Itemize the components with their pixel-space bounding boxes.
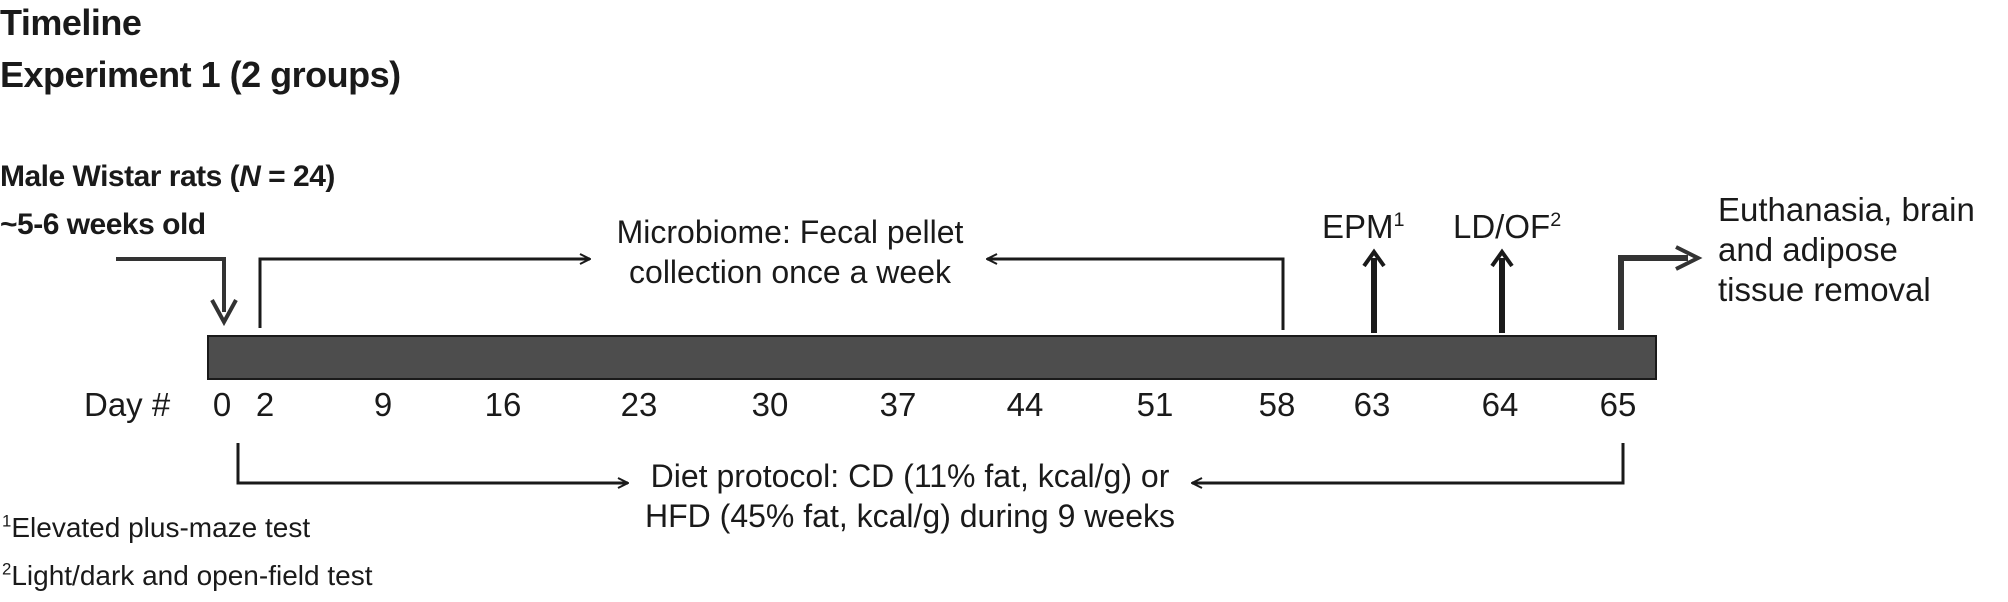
footnote-1-text: Elevated plus-maze test <box>11 512 311 543</box>
diet-line-2: HFD (45% fat, kcal/g) during 9 weeks <box>645 498 1175 534</box>
ldof-ref: 2 <box>1550 209 1562 231</box>
day-tick: 0 <box>212 386 232 423</box>
euthanasia-arrow <box>1618 245 1703 330</box>
footnote-2-text: Light/dark and open-field test <box>11 560 373 591</box>
footnote-2-ref: 2 <box>2 559 12 579</box>
day-tick: 44 <box>1006 386 1044 423</box>
euthanasia-line-1: Euthanasia, brain <box>1718 191 1975 228</box>
subjects-n-symbol: N <box>239 160 261 193</box>
epm-ref: 1 <box>1393 209 1405 231</box>
microbiome-right-arrow <box>987 259 1285 330</box>
epm-arrow <box>1362 248 1386 333</box>
axis-label: Day # <box>84 386 171 423</box>
diet-line-1: Diet protocol: CD (11% fat, kcal/g) or <box>650 458 1170 494</box>
footnote-1-ref: 1 <box>2 511 12 531</box>
euthanasia-note: Euthanasia, brain and adipose tissue rem… <box>1718 190 1975 310</box>
subjects-line-2: ~5-6 weeks old <box>0 208 206 241</box>
day-tick: 16 <box>484 386 522 423</box>
microbiome-line-1: Microbiome: Fecal pellet <box>616 214 964 250</box>
microbiome-note: Microbiome: Fecal pellet collection once… <box>580 212 1000 292</box>
diet-note: Diet protocol: CD (11% fat, kcal/g) or H… <box>620 456 1200 536</box>
day-tick: 63 <box>1353 386 1391 423</box>
diet-left-arrow <box>236 443 628 483</box>
entry-arrow <box>116 257 238 327</box>
diet-right-arrow <box>1192 443 1625 483</box>
ldof-label: LD/OF2 <box>1453 208 1561 246</box>
day-tick: 30 <box>751 386 789 423</box>
subjects-suffix: = 24) <box>260 160 335 193</box>
day-tick: 9 <box>373 386 393 423</box>
timeline-bar <box>207 335 1657 380</box>
diagram-subtitle: Experiment 1 (2 groups) <box>0 54 401 95</box>
subjects-line-1: Male Wistar rats (N = 24) <box>0 160 335 194</box>
day-tick: 2 <box>255 386 275 423</box>
epm-text: EPM <box>1322 208 1394 245</box>
day-tick: 58 <box>1258 386 1296 423</box>
footnote-2: 2Light/dark and open-field test <box>2 560 372 592</box>
subjects-prefix: Male Wistar rats ( <box>0 160 240 193</box>
day-tick: 65 <box>1599 386 1637 423</box>
day-tick: 23 <box>620 386 658 423</box>
microbiome-line-2: collection once a week <box>629 254 951 290</box>
microbiome-left-arrow <box>258 259 590 328</box>
euthanasia-line-2: and adipose <box>1718 231 1898 268</box>
euthanasia-line-3: tissue removal <box>1718 271 1931 308</box>
ldof-arrow <box>1490 248 1514 333</box>
footnote-1: 1Elevated plus-maze test <box>2 512 310 544</box>
diagram-title: Timeline <box>0 2 142 43</box>
day-tick: 64 <box>1481 386 1519 423</box>
ldof-text: LD/OF <box>1453 208 1551 245</box>
day-tick: 37 <box>879 386 917 423</box>
epm-label: EPM1 <box>1322 208 1405 246</box>
day-tick: 51 <box>1136 386 1174 423</box>
